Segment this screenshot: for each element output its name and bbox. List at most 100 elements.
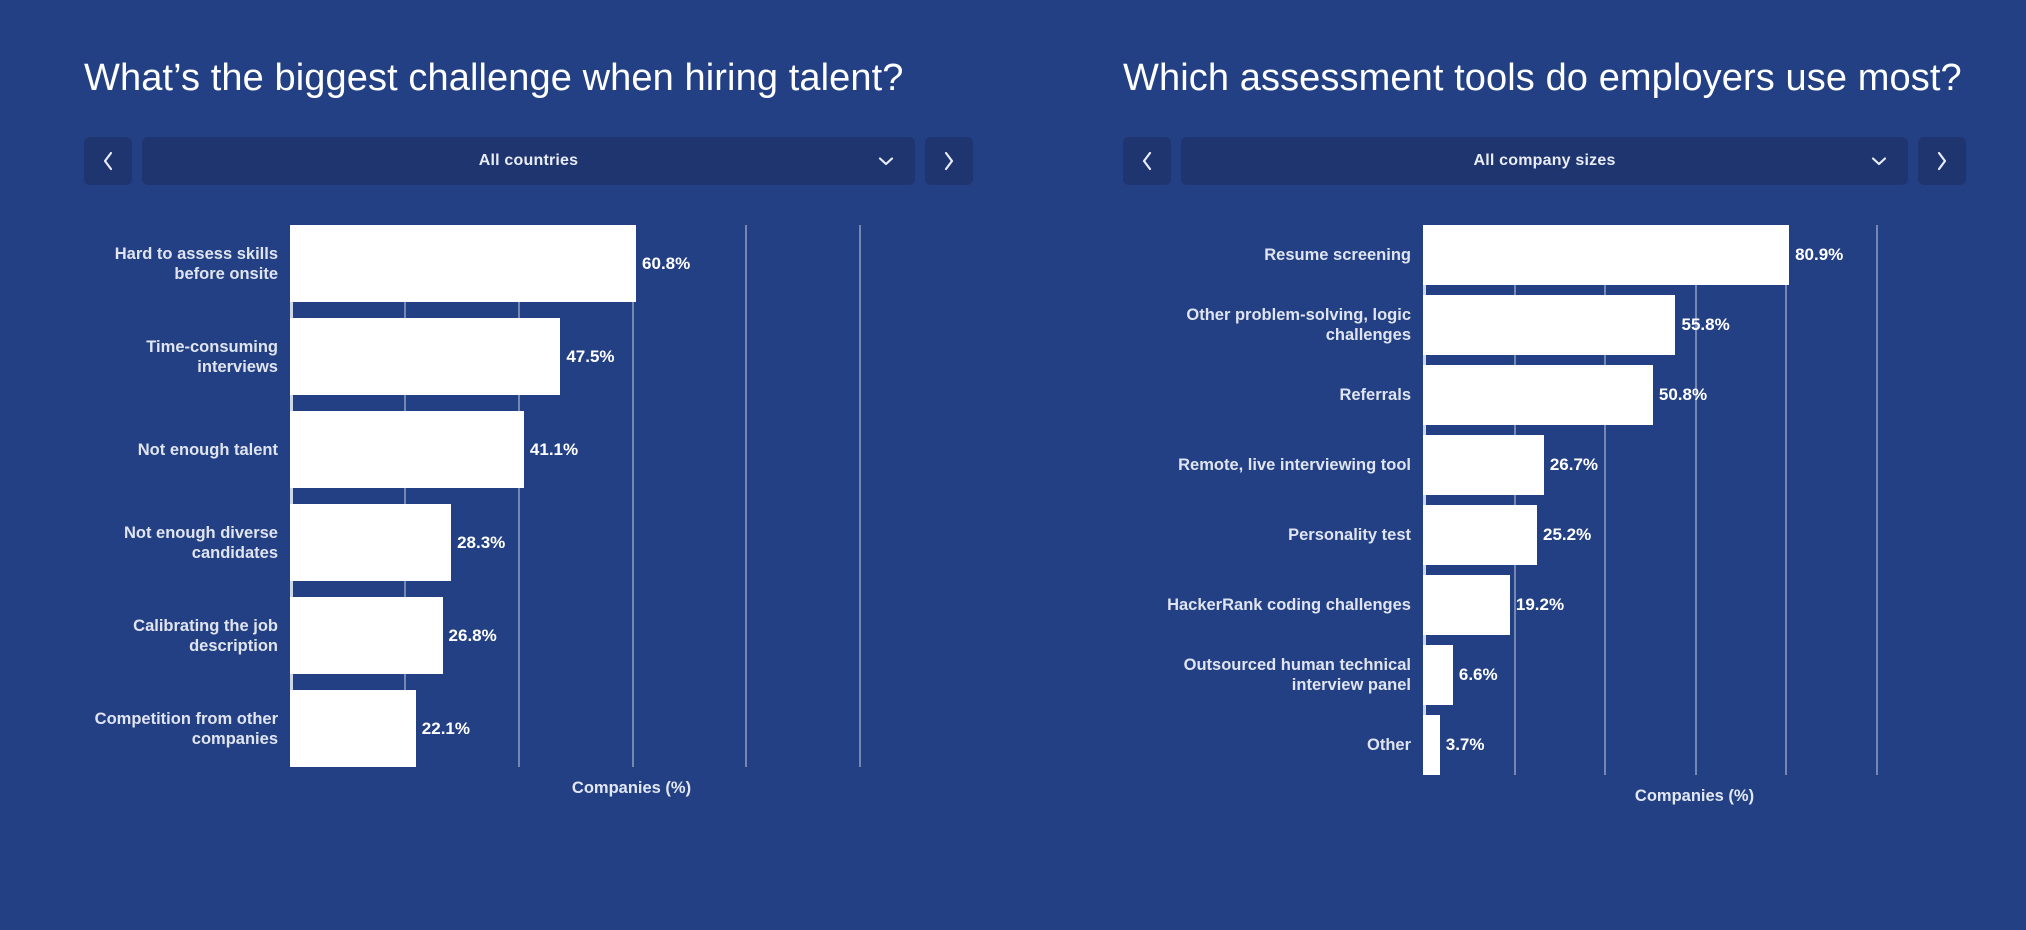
- chevron-down-icon: [877, 155, 895, 167]
- category-label: Hard to assess skills before onsite: [114, 244, 278, 283]
- axis-title-spacer-right: [1123, 775, 1423, 806]
- bar-row[interactable]: 28.3%: [290, 504, 973, 581]
- company-size-filter-value: All company sizes: [1473, 152, 1616, 169]
- company-size-filter-dropdown[interactable]: All company sizes: [1181, 137, 1908, 185]
- bar[interactable]: [290, 225, 637, 302]
- category-label: Not enough talent: [137, 440, 278, 459]
- gridline: [517, 225, 520, 767]
- bar-row[interactable]: 6.6%: [1423, 645, 1966, 705]
- country-filter-value: All countries: [478, 152, 579, 169]
- chevron-down-icon: [1870, 155, 1888, 167]
- category-label: HackerRank coding challenges: [1167, 596, 1411, 614]
- plot-area-left: 60.8% 47.5% 41.1% 28.3% 26.8% 22.1%: [290, 225, 973, 767]
- bar[interactable]: [1423, 295, 1676, 355]
- axis-title-wrap-right: Companies (%): [1123, 775, 1966, 806]
- bar-row[interactable]: 50.8%: [1423, 365, 1966, 425]
- axis-title-spacer-left: [84, 767, 290, 798]
- bar[interactable]: [1423, 225, 1790, 285]
- y-axis-line: [290, 225, 293, 767]
- bar[interactable]: [290, 411, 524, 488]
- bar-chart-hiring-challenge: Hard to assess skills before onsite Time-…: [84, 225, 973, 767]
- bar[interactable]: [290, 504, 452, 581]
- bar[interactable]: [290, 318, 561, 395]
- bar[interactable]: [1423, 645, 1453, 705]
- category-label: Other problem-solving, logic challenges: [1186, 306, 1411, 344]
- gridline: [1513, 225, 1516, 775]
- category-label: Referrals: [1339, 386, 1411, 404]
- category-label: Calibrating the job description: [133, 616, 278, 655]
- next-filter-button-right[interactable]: [1918, 137, 1966, 185]
- chevron-left-icon: [1140, 150, 1154, 172]
- bar-value-label: 55.8%: [1681, 315, 1730, 334]
- bar-value-label: 19.2%: [1515, 595, 1565, 614]
- bar-row[interactable]: 25.2%: [1423, 505, 1966, 565]
- category-label: Outsourced human technical interview pan…: [1183, 656, 1411, 694]
- bar-row[interactable]: 80.9%: [1423, 225, 1966, 285]
- next-filter-button-left[interactable]: [925, 137, 973, 185]
- gridline: [403, 225, 406, 767]
- prev-filter-button-right[interactable]: [1123, 137, 1171, 185]
- gridline: [1875, 225, 1878, 775]
- bar-value-label: 50.8%: [1658, 385, 1708, 404]
- bar[interactable]: [290, 690, 416, 767]
- axis-title-wrap-left: Companies (%): [84, 767, 973, 798]
- category-labels-left: Hard to assess skills before onsite Time-…: [84, 225, 290, 767]
- bar-value-label: 26.7%: [1549, 455, 1599, 474]
- gridline: [859, 225, 862, 767]
- bar-value-label: 26.8%: [448, 625, 497, 645]
- panel-hiring-challenge: What’s the biggest challenge when hiring…: [84, 57, 973, 798]
- bar-row[interactable]: 3.7%: [1423, 715, 1966, 775]
- panel-assessment-tools: Which assessment tools do employers use …: [1013, 0, 2026, 930]
- filter-bar-right: All company sizes: [1123, 137, 1966, 185]
- chevron-left-icon: [101, 150, 115, 172]
- gridline: [631, 225, 634, 767]
- axis-title-col-left: Companies (%): [290, 767, 973, 798]
- category-labels-right: Resume screening Other problem-solving, l…: [1123, 225, 1423, 775]
- category-label: Personality test: [1288, 526, 1411, 544]
- filter-bar-left: All countries: [84, 137, 973, 185]
- x-axis-title-left: Companies (%): [571, 779, 692, 797]
- bar-row[interactable]: 47.5%: [290, 318, 973, 395]
- bar-value-label: 28.3%: [457, 532, 506, 552]
- page-title-left: What’s the biggest challenge when hiring…: [84, 57, 904, 99]
- x-axis-title-right: Companies (%): [1634, 787, 1755, 805]
- bar-value-label: 41.1%: [529, 439, 579, 459]
- category-label: Not enough diverse candidates: [123, 523, 278, 562]
- bar[interactable]: [1423, 505, 1538, 565]
- plot-bars-left: 60.8% 47.5% 41.1% 28.3% 26.8% 22.1%: [290, 225, 973, 767]
- bar[interactable]: [1423, 575, 1510, 635]
- country-filter-dropdown[interactable]: All countries: [142, 137, 915, 185]
- bar-row[interactable]: 19.2%: [1423, 575, 1966, 635]
- bar-value-label: 22.1%: [421, 718, 470, 738]
- chevron-right-icon: [1935, 150, 1949, 172]
- chevron-right-icon: [942, 150, 956, 172]
- bar[interactable]: [1423, 365, 1653, 425]
- category-label: Competition from other companies: [94, 709, 278, 748]
- bar[interactable]: [1423, 715, 1440, 775]
- prev-filter-button-left[interactable]: [84, 137, 132, 185]
- category-label: Time-consuming interviews: [146, 337, 278, 376]
- bar-value-label: 25.2%: [1543, 525, 1592, 544]
- bar-row[interactable]: 26.8%: [290, 597, 973, 674]
- bar-value-label: 6.6%: [1458, 665, 1498, 684]
- category-label: Resume screening: [1264, 246, 1411, 264]
- y-axis-line: [1423, 225, 1426, 775]
- gridline: [1785, 225, 1787, 775]
- bar[interactable]: [290, 597, 443, 674]
- bar-row[interactable]: 26.7%: [1423, 435, 1966, 495]
- bar[interactable]: [1423, 435, 1544, 495]
- page-title-right: Which assessment tools do employers use …: [1123, 57, 1962, 99]
- gridline: [1604, 225, 1606, 775]
- bar-value-label: 47.5%: [566, 346, 615, 366]
- bar-row[interactable]: 41.1%: [290, 411, 973, 488]
- plot-area-right: 80.9% 55.8% 50.8% 26.7% 25.2% 19.2% 6.6% 3.7%: [1423, 225, 1966, 775]
- category-label: Remote, live interviewing tool: [1178, 456, 1411, 474]
- gridline: [1694, 225, 1697, 775]
- bar-value-label: 3.7%: [1445, 735, 1485, 754]
- bar-row[interactable]: 22.1%: [290, 690, 973, 767]
- bar-chart-assessment-tools: Resume screening Other problem-solving, l…: [1123, 225, 1966, 775]
- gridline: [745, 225, 748, 767]
- bar-value-label: 60.8%: [642, 253, 691, 273]
- bar-row[interactable]: 60.8%: [290, 225, 973, 302]
- bar-row[interactable]: 55.8%: [1423, 295, 1966, 355]
